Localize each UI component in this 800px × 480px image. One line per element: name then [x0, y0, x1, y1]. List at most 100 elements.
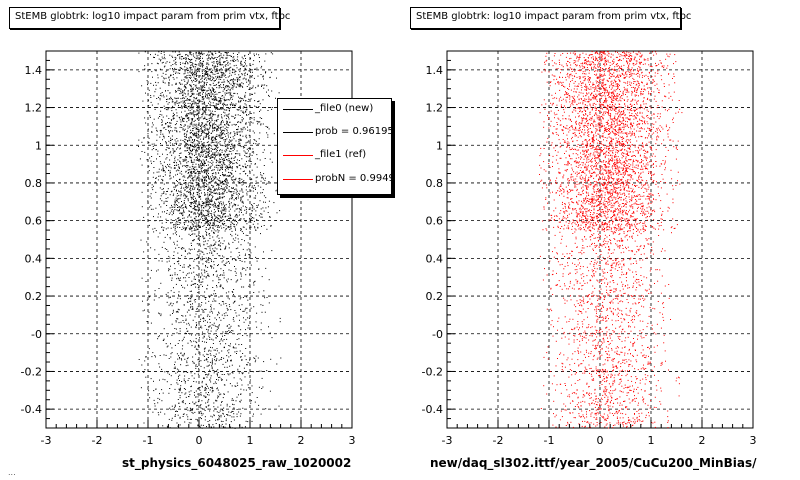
scatter-point — [174, 158, 176, 160]
scatter-point — [235, 248, 237, 250]
scatter-point — [182, 128, 184, 130]
scatter-point — [218, 87, 220, 89]
scatter-point — [163, 96, 165, 98]
scatter-point — [187, 273, 189, 275]
scatter-point — [203, 165, 205, 167]
scatter-point — [179, 357, 180, 358]
scatter-point — [231, 230, 233, 232]
scatter-point — [186, 135, 187, 137]
scatter-point — [236, 79, 238, 80]
scatter-point — [165, 193, 167, 195]
scatter-point — [257, 223, 259, 225]
scatter-point — [258, 121, 260, 123]
scatter-point — [221, 237, 223, 239]
scatter-point — [202, 220, 204, 221]
scatter-point — [200, 126, 202, 127]
scatter-point — [220, 97, 221, 99]
scatter-point — [189, 51, 191, 53]
scatter-point — [214, 218, 216, 220]
scatter-point — [204, 82, 206, 84]
scatter-point — [202, 143, 204, 145]
scatter-point — [253, 357, 255, 359]
scatter-point — [242, 205, 244, 207]
scatter-point — [182, 119, 184, 120]
scatter-point — [170, 151, 172, 153]
scatter-point — [232, 318, 234, 320]
scatter-point — [159, 313, 161, 315]
scatter-point — [216, 270, 218, 272]
scatter-point — [206, 221, 208, 223]
scatter-point — [211, 363, 213, 365]
scatter-point — [205, 203, 207, 205]
scatter-point — [249, 228, 251, 230]
scatter-point — [224, 393, 225, 395]
scatter-point — [174, 183, 176, 185]
scatter-point — [218, 114, 220, 116]
scatter-point — [208, 149, 210, 151]
scatter-point — [234, 189, 236, 191]
scatter-point — [192, 202, 194, 204]
scatter-point — [179, 397, 181, 399]
scatter-point — [210, 304, 212, 306]
scatter-point — [202, 179, 203, 181]
scatter-point — [222, 288, 224, 290]
scatter-point — [197, 68, 198, 70]
scatter-point — [208, 394, 210, 396]
scatter-point — [196, 228, 198, 230]
scatter-point — [228, 374, 230, 376]
scatter-point — [201, 333, 203, 335]
scatter-point — [191, 248, 193, 250]
scatter-point — [216, 178, 218, 180]
scatter-point — [209, 237, 211, 239]
scatter-point — [147, 185, 149, 186]
scatter-point — [209, 226, 211, 228]
scatter-point — [211, 391, 213, 393]
scatter-point — [224, 333, 226, 334]
scatter-point — [215, 70, 217, 72]
scatter-point — [174, 202, 176, 204]
scatter-point — [198, 221, 200, 223]
scatter-point — [206, 173, 207, 175]
scatter-point — [182, 214, 184, 216]
scatter-point — [193, 110, 195, 112]
scatter-point — [241, 359, 243, 361]
scatter-point — [204, 125, 206, 126]
scatter-point — [228, 242, 230, 244]
scatter-point — [236, 221, 237, 222]
scatter-point — [170, 137, 172, 139]
scatter-point — [220, 285, 222, 287]
scatter-point — [251, 400, 252, 402]
scatter-point — [209, 127, 211, 129]
scatter-point — [239, 115, 241, 116]
scatter-point — [237, 384, 239, 386]
scatter-point — [215, 151, 217, 153]
scatter-point — [207, 408, 209, 410]
scatter-point — [233, 92, 235, 94]
scatter-point — [162, 166, 164, 168]
scatter-point — [208, 94, 210, 96]
scatter-point — [193, 377, 195, 379]
scatter-point — [236, 413, 238, 415]
scatter-point — [217, 160, 219, 162]
scatter-point — [230, 132, 232, 134]
scatter-point — [183, 195, 185, 197]
scatter-point — [215, 124, 217, 125]
scatter-point — [231, 187, 232, 189]
scatter-point — [168, 260, 170, 262]
scatter-point — [204, 216, 206, 218]
scatter-point — [192, 303, 193, 305]
scatter-point — [219, 165, 221, 167]
scatter-point — [190, 225, 192, 227]
scatter-point — [241, 82, 243, 84]
scatter-point — [166, 95, 168, 97]
scatter-point — [228, 206, 230, 208]
scatter-point — [200, 189, 202, 191]
scatter-point — [194, 202, 196, 204]
scatter-point — [257, 101, 259, 102]
scatter-point — [182, 90, 184, 92]
scatter-point — [240, 110, 242, 112]
scatter-point — [193, 84, 195, 85]
scatter-point — [207, 204, 209, 206]
scatter-point — [230, 225, 232, 227]
scatter-point — [185, 196, 187, 198]
